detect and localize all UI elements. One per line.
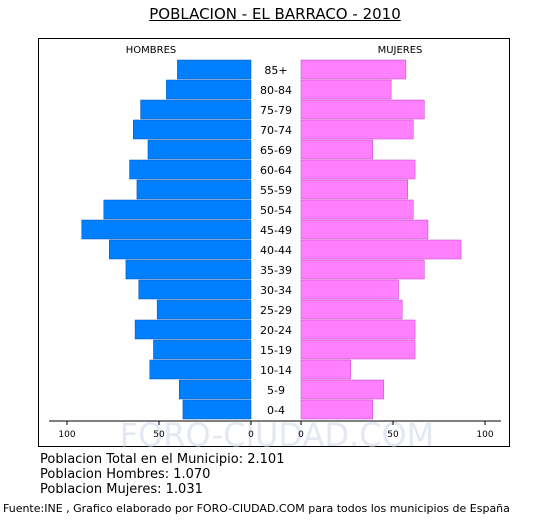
bar-hombres-80-84 [166,79,252,100]
age-label-40-44: 40-44 [260,244,292,257]
age-label-50-54: 50-54 [260,204,292,217]
age-label-70-74: 70-74 [260,124,292,137]
bar-mujeres-25-29 [300,299,403,320]
bar-mujeres-85+ [300,59,407,80]
age-label-75-79: 75-79 [260,104,292,117]
age-label-15-19: 15-19 [260,344,292,357]
population-stats: Poblacion Total en el Municipio: 2.101 P… [40,452,284,497]
age-label-10-14: 10-14 [260,364,292,377]
bar-hombres-0-4 [182,399,252,420]
population-pyramid: FORO-CIUDAD.COM HOMBRES MUJERES 85+80-84… [49,45,501,448]
bar-hombres-65-69 [147,139,252,160]
bar-mujeres-80-84 [300,79,392,100]
age-label-45-49: 45-49 [260,224,292,237]
bar-mujeres-50-54 [300,199,414,220]
bar-hombres-60-64 [129,159,252,180]
age-label-20-24: 20-24 [260,324,292,337]
bar-mujeres-0-4 [300,399,374,420]
stat-total: Poblacion Total en el Municipio: 2.101 [40,452,285,467]
stat-hombres: Poblacion Hombres: 1.070 [40,467,211,482]
age-label-65-69: 65-69 [260,144,292,157]
hombres-label: HOMBRES [126,45,177,56]
bar-mujeres-60-64 [300,159,416,180]
age-label-30-34: 30-34 [260,284,292,297]
bar-hombres-5-9 [178,379,252,400]
bar-hombres-70-74 [132,119,252,140]
bar-mujeres-5-9 [300,379,385,400]
age-label-60-64: 60-64 [260,164,292,177]
age-label-25-29: 25-29 [260,304,292,317]
source-footer: Fuente:INE , Grafico elaborado por FORO-… [3,502,510,515]
age-label-85+: 85+ [264,64,287,77]
bar-mujeres-55-59 [300,179,408,200]
bar-mujeres-75-79 [300,99,425,120]
age-label-0-4: 0-4 [267,404,285,417]
bar-mujeres-15-19 [300,339,416,360]
bar-mujeres-35-39 [300,259,425,280]
bar-mujeres-45-49 [300,219,429,240]
bar-hombres-10-14 [149,359,252,380]
mujeres-label: MUJERES [378,45,423,56]
stat-mujeres: Poblacion Mujeres: 1.031 [40,482,203,497]
bar-hombres-20-24 [134,319,252,340]
bar-hombres-25-29 [156,299,252,320]
bar-hombres-15-19 [153,339,252,360]
bar-hombres-85+ [177,59,252,80]
bar-hombres-55-59 [136,179,252,200]
chart-title: POBLACION - EL BARRACO - 2010 [149,5,401,23]
bar-hombres-40-44 [109,239,252,260]
x-ticks-group: 100 50 0 0 50 100 [58,421,494,440]
age-label-35-39: 35-39 [260,264,292,277]
x-tick-right-0: 0 [298,430,304,440]
bar-mujeres-70-74 [300,119,414,140]
age-labels-group: 85+ 80-84 75-79 70-74 65-69 60-64 55-59 50-54 45… [260,64,292,417]
x-tick-left-50: 50 [153,430,165,440]
age-label-80-84: 80-84 [260,84,292,97]
bar-mujeres-40-44 [300,239,462,260]
bar-mujeres-30-34 [300,279,399,300]
bar-mujeres-20-24 [300,319,416,340]
x-tick-left-100: 100 [58,430,75,440]
x-tick-right-100: 100 [476,430,493,440]
x-tick-left-0: 0 [248,430,254,440]
age-label-5-9: 5-9 [267,384,285,397]
x-tick-right-50: 50 [387,430,399,440]
bar-hombres-45-49 [81,219,252,240]
bar-mujeres-10-14 [300,359,351,380]
bar-hombres-75-79 [140,99,252,120]
bar-hombres-30-34 [138,279,252,300]
bar-hombres-35-39 [125,259,252,280]
bars-group [81,59,462,420]
bar-hombres-50-54 [103,199,252,220]
chart-area: FORO-CIUDAD.COM HOMBRES MUJERES 85+ 80-84… [38,38,510,448]
bar-mujeres-65-69 [300,139,374,160]
age-label-55-59: 55-59 [260,184,292,197]
